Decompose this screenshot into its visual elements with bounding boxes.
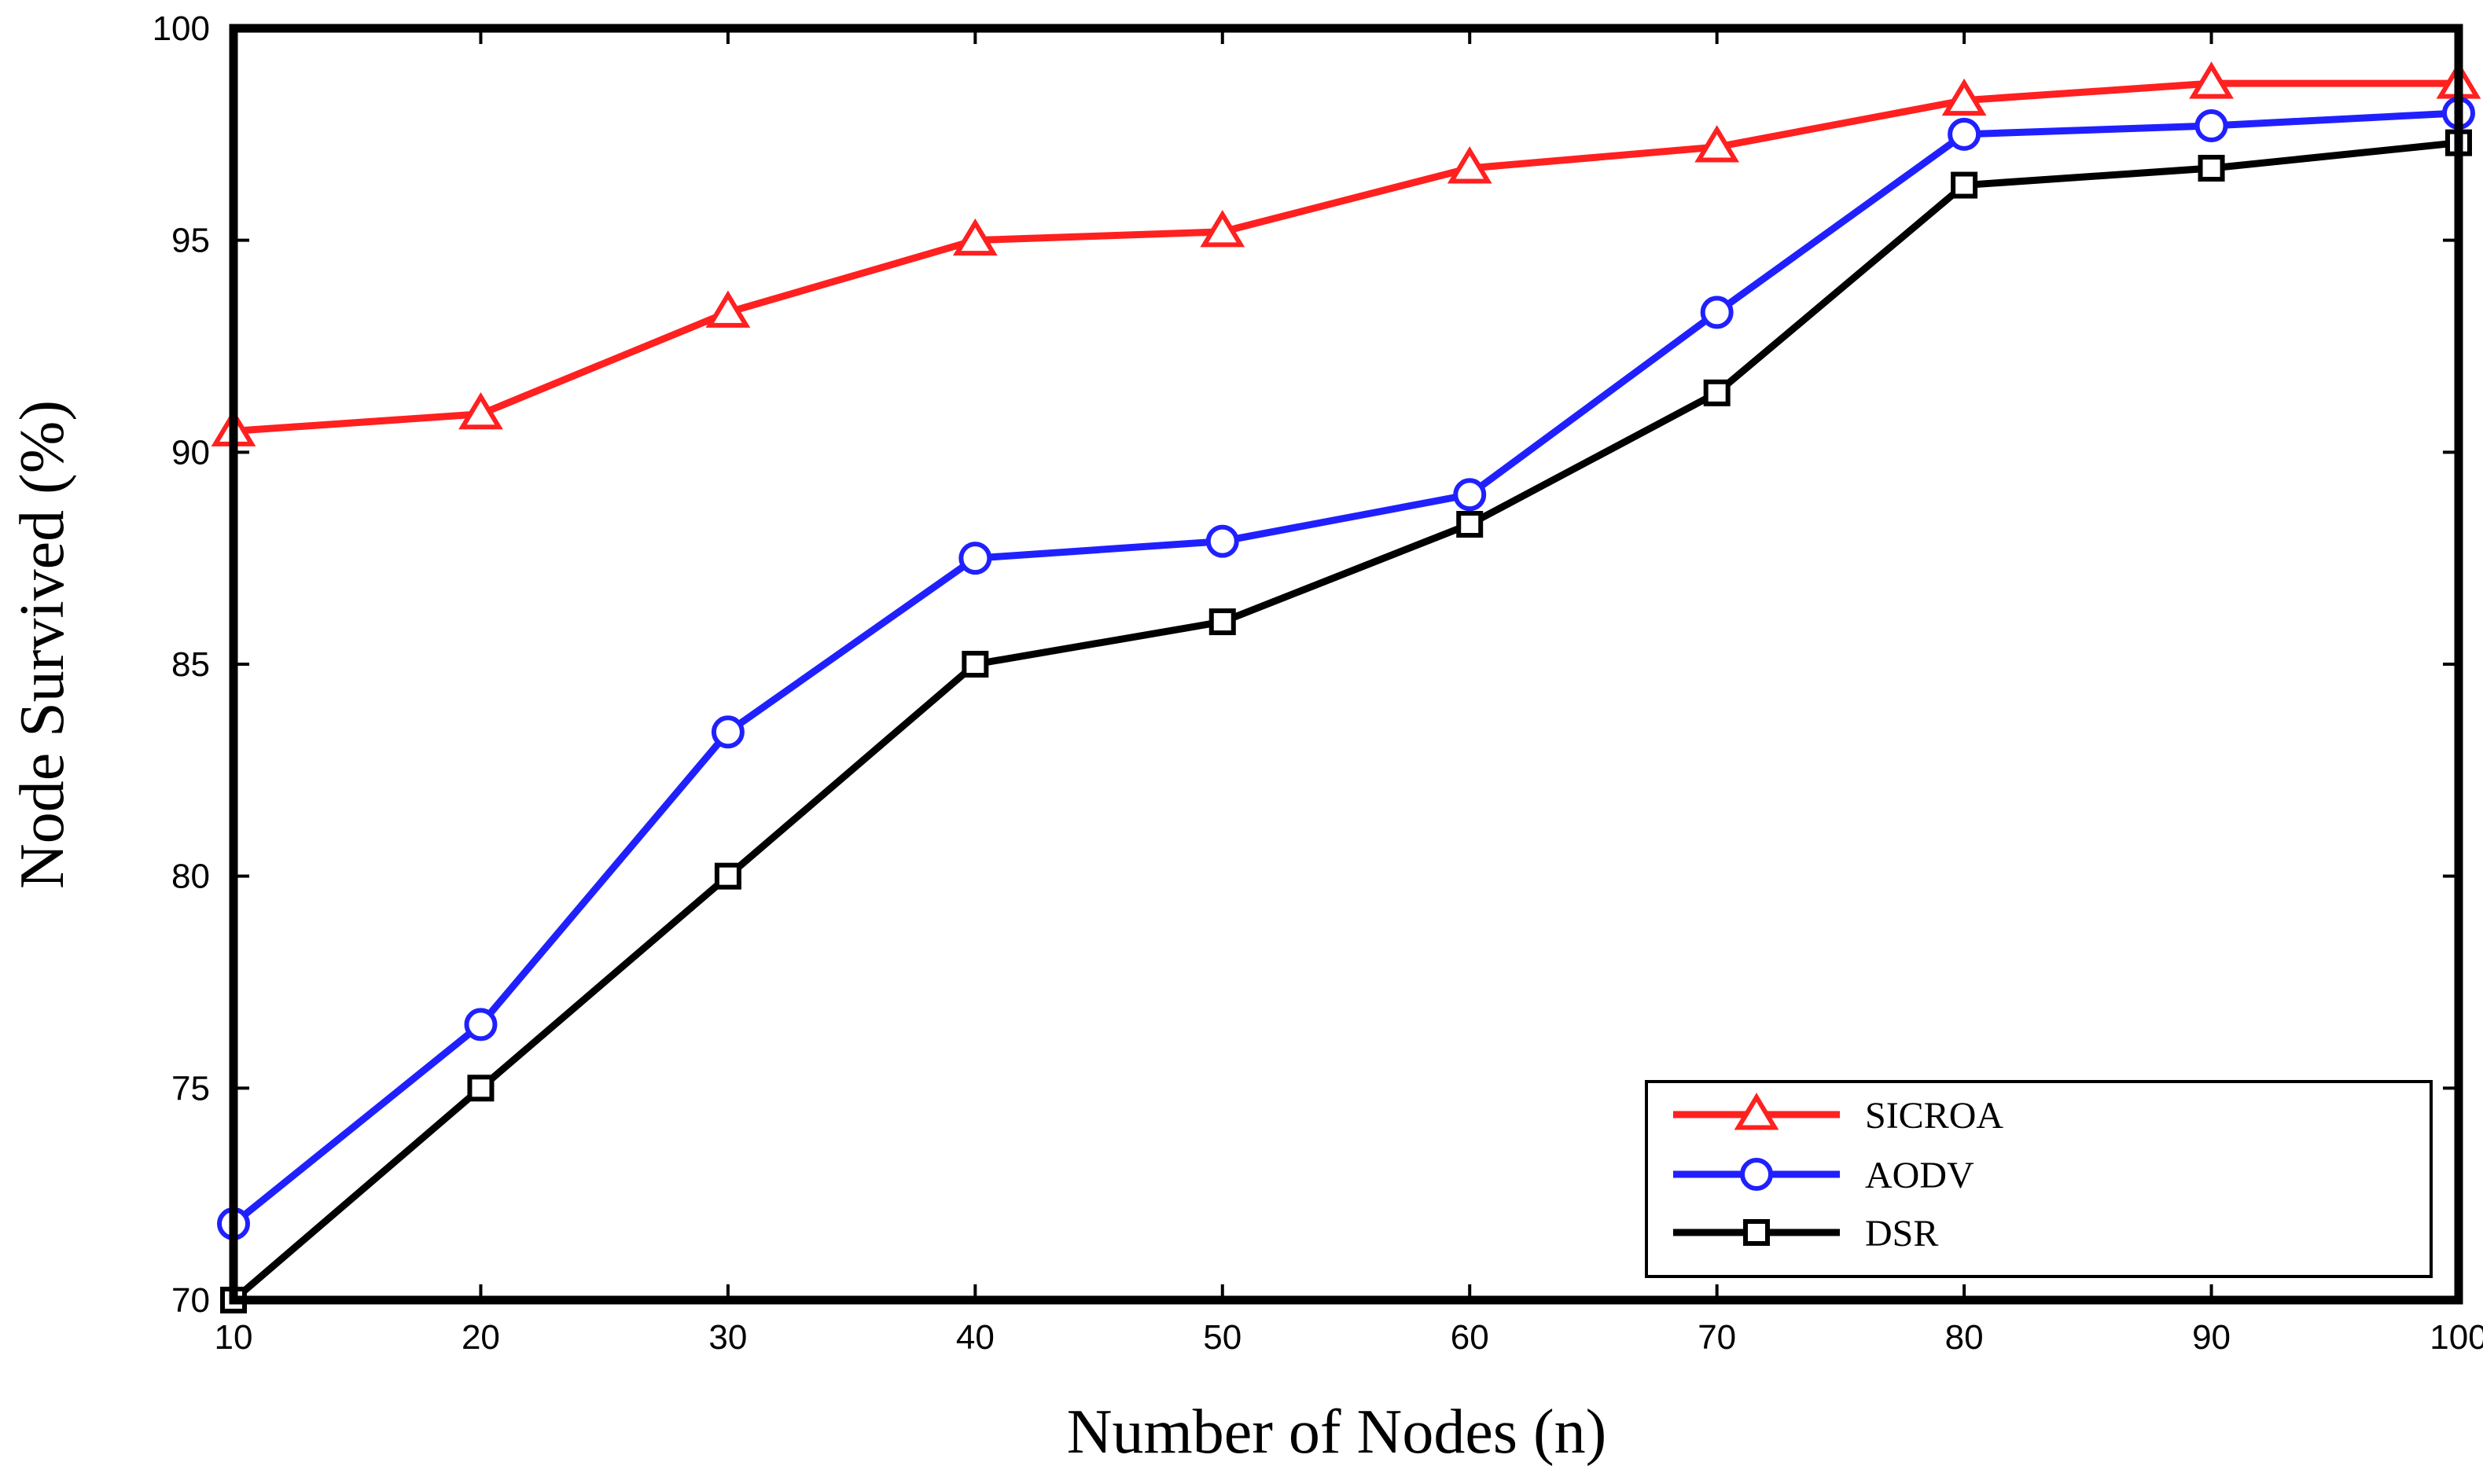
legend-entry-sicroa: SICROA — [1673, 1093, 2003, 1137]
series-dsr — [220, 129, 2472, 1313]
data-point-sicroa — [458, 391, 503, 430]
legend-entry-dsr: DSR — [1673, 1213, 1938, 1254]
legend-marker-sicroa — [1734, 1093, 1779, 1130]
data-point-dsr — [1951, 171, 1978, 199]
y-axis-title: Node Survived (%) — [8, 400, 77, 889]
series-line-dsr — [231, 139, 2459, 1303]
legend-label-dsr: DSR — [1865, 1213, 1938, 1254]
data-point-aodv — [2194, 109, 2228, 143]
x-tick-label: 70 — [1698, 1318, 1736, 1357]
data-point-dsr — [714, 862, 741, 890]
legend-entries: SICROA AODV DSR — [1673, 1093, 2003, 1254]
data-point-sicroa — [1694, 125, 1740, 163]
data-point-sicroa — [1447, 146, 1492, 184]
x-tick-label: 10 — [215, 1318, 253, 1357]
x-tick-label: 20 — [462, 1318, 500, 1357]
series-layer — [211, 61, 2481, 1313]
data-point-dsr — [962, 651, 989, 678]
data-point-aodv — [1453, 478, 1487, 512]
data-point-dsr — [1703, 379, 1731, 406]
series-aodv — [217, 96, 2475, 1240]
data-point-aodv — [464, 1008, 498, 1041]
y-tick-label: 95 — [171, 222, 210, 260]
x-tick-label: 40 — [956, 1318, 995, 1357]
x-tick-label: 100 — [2430, 1318, 2483, 1357]
data-point-dsr — [1456, 511, 1484, 538]
legend-label-sicroa: SICROA — [1865, 1095, 2003, 1137]
data-point-sicroa — [1200, 210, 1245, 248]
tick-label-layer: 10 20 30 40 50 60 70 80 90 100 70 75 80 85 90 95 100 — [153, 9, 2483, 1357]
data-point-aodv — [711, 715, 745, 749]
series-line-sicroa — [233, 79, 2459, 435]
x-tick-label: 90 — [2192, 1318, 2231, 1357]
y-tick-label: 70 — [171, 1281, 210, 1320]
x-tick-label: 30 — [708, 1318, 747, 1357]
data-point-aodv — [1948, 117, 1981, 151]
legend-entry-aodv: AODV — [1673, 1155, 1974, 1196]
data-point-sicroa — [1941, 78, 1987, 116]
data-point-sicroa — [2189, 61, 2234, 99]
data-point-sicroa — [952, 218, 998, 256]
data-point-dsr — [1208, 608, 1236, 636]
legend-marker-dsr — [1743, 1219, 1770, 1246]
legend-label-aodv: AODV — [1865, 1155, 1974, 1196]
x-tick-label: 80 — [1945, 1318, 1984, 1357]
data-point-aodv — [958, 542, 992, 575]
data-point-sicroa — [705, 290, 751, 328]
x-axis-title: Number of Nodes (n) — [1067, 1398, 1606, 1467]
y-tick-label: 100 — [153, 9, 210, 48]
data-point-aodv — [1700, 296, 1734, 329]
data-point-aodv — [1205, 524, 1239, 558]
legend-marker-aodv — [1740, 1158, 1773, 1191]
x-tick-label: 60 — [1451, 1318, 1489, 1357]
y-tick-label: 90 — [171, 433, 210, 472]
legend: SICROA AODV DSR — [1645, 1080, 2433, 1278]
y-tick-label: 85 — [171, 645, 210, 684]
y-tick-label: 75 — [171, 1069, 210, 1107]
data-point-dsr — [467, 1074, 495, 1102]
series-line-aodv — [231, 109, 2459, 1227]
data-point-dsr — [2198, 154, 2225, 182]
plot-frame — [229, 24, 2463, 1305]
y-tick-label: 80 — [171, 858, 210, 896]
x-tick-label: 50 — [1203, 1318, 1242, 1357]
